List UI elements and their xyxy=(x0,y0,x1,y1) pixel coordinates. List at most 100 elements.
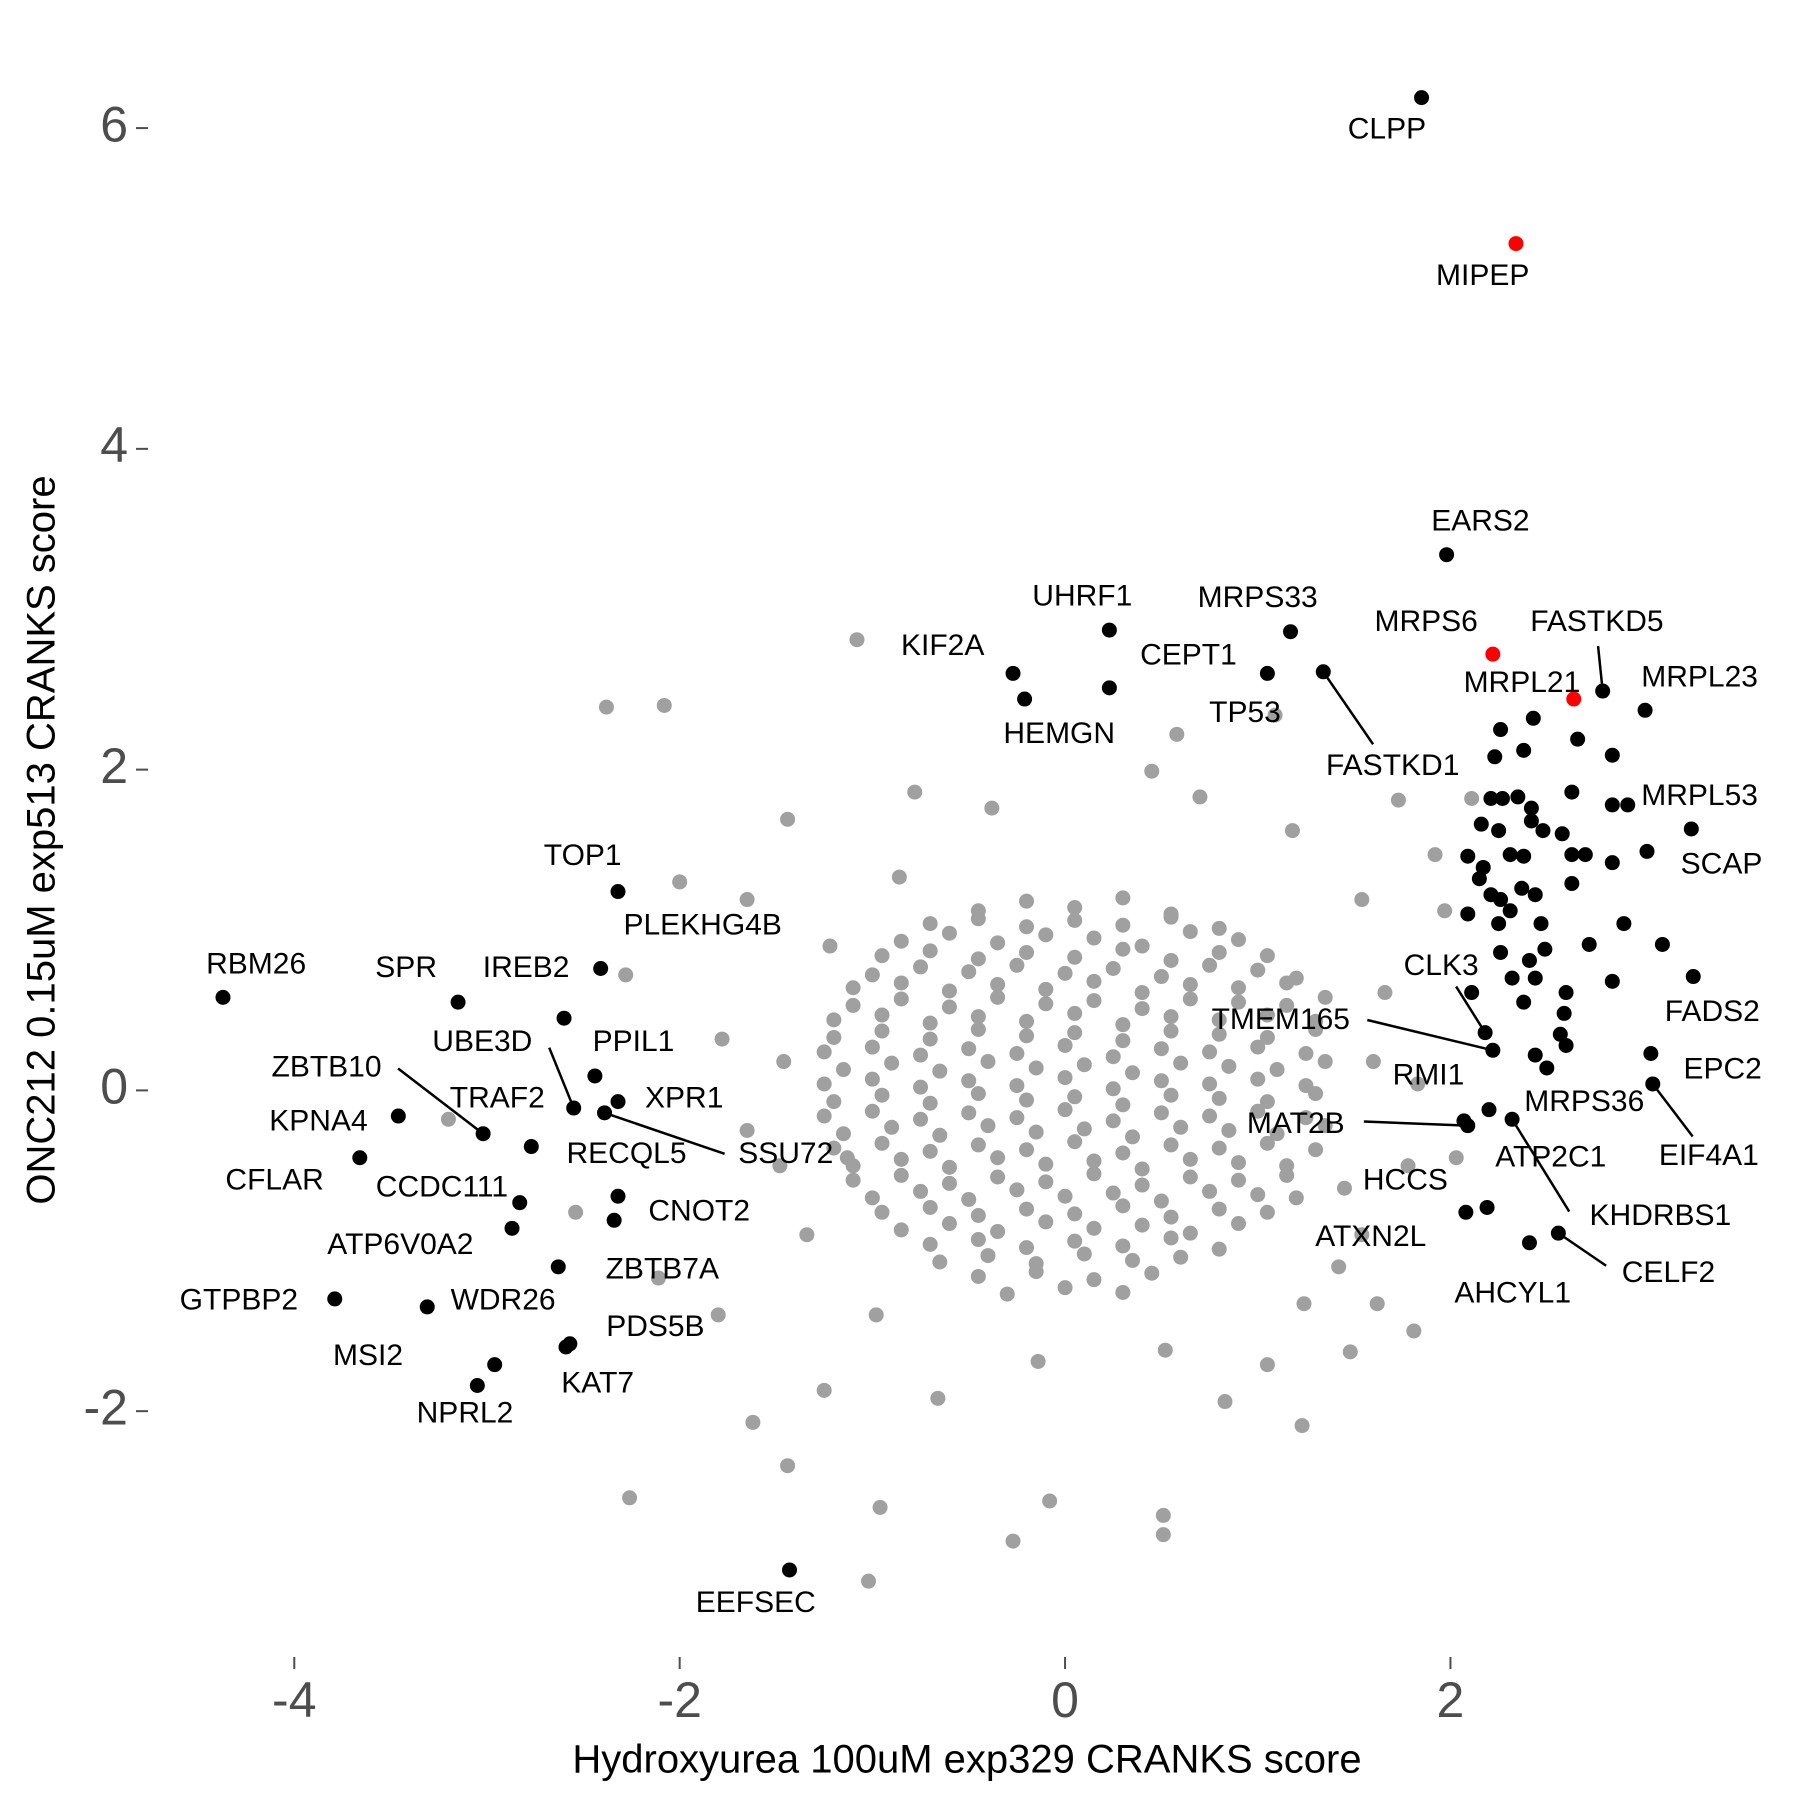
point xyxy=(1458,1204,1474,1220)
point xyxy=(826,1094,842,1110)
x-tick-label: -2 xyxy=(657,1672,701,1728)
point xyxy=(1019,1142,1035,1158)
point xyxy=(816,1076,832,1092)
point xyxy=(1298,1078,1314,1094)
point xyxy=(1502,847,1518,863)
point xyxy=(1230,980,1246,996)
point xyxy=(1616,916,1632,932)
point xyxy=(1115,1284,1131,1300)
point xyxy=(1479,1199,1495,1215)
point xyxy=(1637,702,1653,718)
point xyxy=(1163,1009,1179,1025)
point xyxy=(1279,997,1295,1013)
point-label: UBE3D xyxy=(432,1025,532,1058)
point xyxy=(922,1015,938,1031)
point xyxy=(1134,985,1150,1001)
point xyxy=(610,1094,626,1110)
point xyxy=(1259,948,1275,964)
point xyxy=(1153,969,1169,985)
point xyxy=(1400,1158,1416,1174)
leader-line xyxy=(548,1047,575,1109)
point xyxy=(932,1063,948,1079)
point xyxy=(1464,985,1480,1001)
point xyxy=(1163,1087,1179,1103)
point xyxy=(714,1031,730,1047)
point xyxy=(1493,944,1509,960)
leader-line xyxy=(1367,1018,1494,1052)
point xyxy=(1296,1296,1312,1312)
point xyxy=(1019,1028,1035,1044)
point xyxy=(907,784,923,800)
point-label: FADS2 xyxy=(1665,995,1760,1028)
point xyxy=(1230,994,1246,1010)
point xyxy=(1086,973,1102,989)
point xyxy=(1259,1029,1275,1045)
point xyxy=(469,1378,485,1394)
point xyxy=(1211,1140,1227,1156)
point xyxy=(1516,994,1532,1010)
point xyxy=(1067,1233,1083,1249)
point xyxy=(1369,1296,1385,1312)
point xyxy=(1005,1533,1021,1549)
point xyxy=(970,1268,986,1284)
point xyxy=(1057,1188,1073,1204)
point xyxy=(1317,989,1333,1005)
point xyxy=(1163,1209,1179,1225)
point xyxy=(990,1150,1006,1166)
point xyxy=(1202,957,1218,973)
point xyxy=(672,874,688,890)
point xyxy=(1354,892,1370,908)
point xyxy=(1308,1013,1324,1029)
point xyxy=(922,1199,938,1215)
point xyxy=(1134,1177,1150,1193)
point xyxy=(922,1236,938,1252)
point xyxy=(780,1458,796,1474)
point xyxy=(1527,1047,1543,1063)
point xyxy=(1144,1265,1160,1281)
x-tick-label: 0 xyxy=(1051,1672,1079,1728)
point xyxy=(864,1039,880,1055)
point xyxy=(1564,875,1580,891)
point xyxy=(1279,975,1295,991)
point xyxy=(772,1158,788,1174)
point xyxy=(893,1222,909,1238)
point xyxy=(568,1204,584,1220)
point xyxy=(1086,930,1102,946)
point-label: FASTKD1 xyxy=(1326,749,1459,782)
point xyxy=(1298,1046,1314,1062)
point-label: CNOT2 xyxy=(648,1195,750,1228)
point xyxy=(1410,1076,1426,1092)
point xyxy=(984,800,1000,816)
point-label: PLEKHG4B xyxy=(623,908,781,941)
point xyxy=(1523,800,1539,816)
x-axis-title: Hydroxyurea 100uM exp329 CRANKS score xyxy=(572,1738,1361,1782)
point xyxy=(1057,1102,1073,1118)
point xyxy=(1076,1057,1092,1073)
point xyxy=(1115,1097,1131,1113)
point xyxy=(1076,1246,1092,1262)
point xyxy=(1005,665,1021,681)
point xyxy=(1259,1007,1275,1023)
point-label: CLK3 xyxy=(1404,949,1479,982)
point xyxy=(1163,952,1179,968)
point xyxy=(864,1190,880,1206)
point xyxy=(874,1087,890,1103)
point xyxy=(1523,813,1539,829)
point xyxy=(1182,1225,1198,1241)
point xyxy=(512,1195,528,1211)
point xyxy=(1163,1137,1179,1153)
point xyxy=(1464,790,1480,806)
point xyxy=(1115,890,1131,906)
point xyxy=(970,1086,986,1102)
point xyxy=(1284,823,1300,839)
point xyxy=(776,1054,792,1070)
point xyxy=(1516,848,1532,864)
point xyxy=(650,1270,666,1286)
point xyxy=(1105,1049,1121,1065)
point-label: TP53 xyxy=(1209,696,1281,729)
point xyxy=(1539,1060,1555,1076)
point xyxy=(961,1073,977,1089)
point-label: RMI1 xyxy=(1393,1058,1465,1091)
point xyxy=(1038,1174,1054,1190)
